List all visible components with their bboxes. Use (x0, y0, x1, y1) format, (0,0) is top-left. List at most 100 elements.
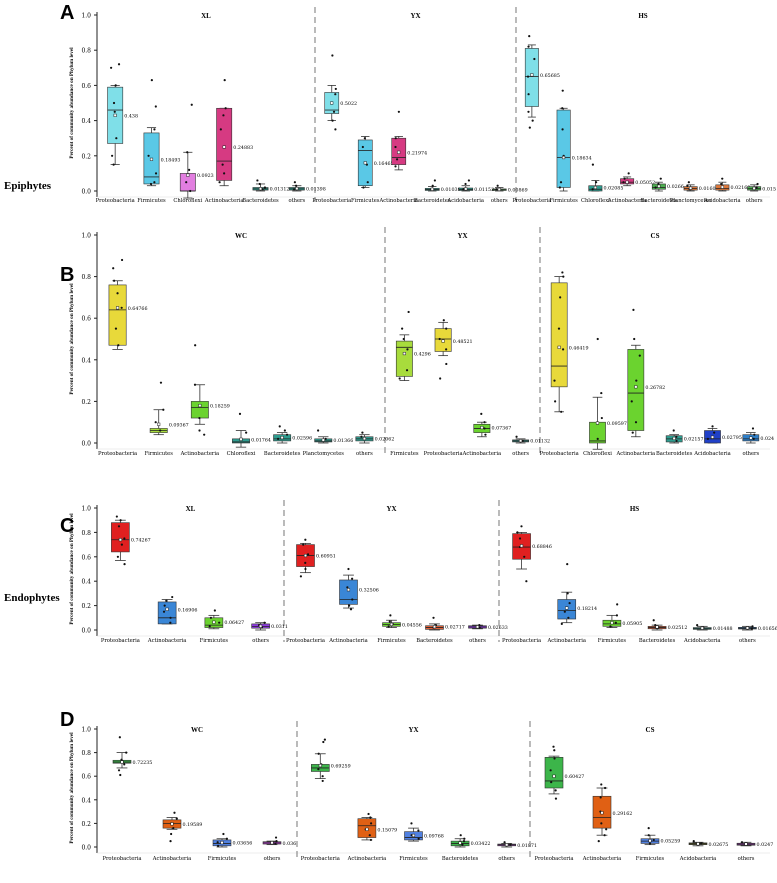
pb-ylabel: Percent of community abundance on Phylum… (69, 283, 75, 395)
pb-cs-proteobacteria-point-5 (553, 379, 556, 382)
pd-cs-acidobacteria-mean-label: 0.02675 (709, 842, 729, 848)
pc-yx-proteobacteria-point-0 (304, 538, 307, 541)
pd-cs-others-mean-marker (744, 842, 748, 846)
pa-xl-others-category-label: others (288, 198, 305, 204)
pa-hs-chloroflexi-mean-label: 0.02085 (604, 185, 624, 191)
pd-ytick-label-1: 0.2 (81, 821, 91, 828)
pa-ylabel: Percent of community abundance on Phylum… (69, 47, 75, 159)
pc-xl-firmicutes-mean-marker (212, 620, 216, 624)
pa-hs-planctomycetes-mean-marker (689, 186, 693, 190)
pc-hs-proteobacteria-mean-label: 0.68846 (532, 544, 552, 550)
pc-hs-bacteroidetes-mean-label: 0.02512 (668, 625, 688, 631)
pd-yx-actinobacteria-point-4 (368, 834, 371, 837)
pc-hs-actinobacteria-point-0 (566, 563, 569, 566)
pb-yx-proteobacteria-mean-marker (441, 339, 445, 343)
pb-wc-proteobacteria-mean-marker (116, 306, 120, 310)
pb-wc-actinobacteria-point-4 (198, 429, 201, 432)
pd-wc-firmicutes-mean-label: 0.03656 (233, 841, 253, 847)
pb-wc-chloroflexi-mean-marker (239, 437, 243, 441)
pa-group-title-hs: HS (638, 12, 647, 20)
pa-group-title-yx: YX (410, 12, 420, 20)
pd-cs-firmicutes-mean-marker (648, 839, 652, 843)
endophytes-label: Endophytes (4, 592, 60, 604)
pb-wc-firmicutes-mean-marker (157, 422, 161, 426)
pc-xl-actinobacteria-point-4 (169, 616, 172, 619)
pc-hs-acidobacteria-mean-label: 0.01488 (713, 626, 733, 632)
pb-group-title-wc: WC (235, 232, 247, 240)
pc-hs-others-category-label: others (739, 638, 756, 644)
pb-cs-proteobacteria-mean-marker (557, 345, 561, 349)
pb-cs-bacteroidetes-category-label: Bacteroidetes (656, 451, 693, 457)
pb-wc-actinobacteria-point-1 (193, 383, 197, 386)
pd-wc-firmicutes-category-label: Firmicutes (208, 856, 237, 862)
pa-hs-chloroflexi-category-label: Chloroflexi (581, 198, 610, 204)
pc-hs-bacteroidetes-point-0 (652, 619, 655, 622)
pb-cs-chloroflexi-point-0 (596, 337, 599, 341)
pd-wc-proteobacteria-mean-label: 0.72235 (133, 760, 153, 766)
pa-yx-actinobacteria-mean-marker (397, 150, 401, 154)
pc-hs-proteobacteria-point-1 (516, 531, 519, 534)
pb-wc-proteobacteria-point-5 (114, 327, 118, 330)
pa-hs-proteobacteria-point-0 (528, 35, 531, 38)
pc-ytick-label-3: 0.6 (81, 554, 91, 561)
pc-xl-proteobacteria-point-3 (123, 537, 126, 540)
pa-yx-others-point-1 (495, 188, 498, 191)
pa-yx-bacteroidetes-point-0 (433, 179, 436, 182)
pc-yx-proteobacteria-point-3 (304, 561, 307, 565)
pc-ytick-label-0: 0.0 (81, 628, 91, 635)
pb-wc-firmicutes-point-3 (159, 429, 162, 432)
pb-cs-actinobacteria-point-6 (631, 431, 634, 434)
pb-wc-proteobacteria-mean-label: 0.64766 (128, 306, 148, 312)
pb-wc-chloroflexi-point-0 (238, 412, 242, 415)
pa-hs-chloroflexi-point-0 (591, 163, 594, 166)
pa-hs-chloroflexi-mean-marker (593, 185, 597, 190)
pd-yx-others-point-0 (503, 841, 506, 844)
pc-yx-others-mean-label: 0.02633 (488, 625, 508, 631)
pc-xl-others-category-label: others (252, 638, 269, 644)
pb-wc-chloroflexi-point-1 (245, 431, 248, 434)
panel-letter-b: B (60, 264, 75, 286)
pc-hs-proteobacteria-point-0 (520, 525, 523, 528)
pa-xl-bacteroidetes-mean-marker (258, 187, 263, 191)
epiphytes-label: Epiphytes (4, 180, 52, 192)
pc-xl-actinobacteria-mean-label: 0.16906 (178, 607, 198, 613)
pa-xl-actinobacteria-point-1 (224, 107, 227, 110)
pc-hs-firmicutes-point-2 (614, 621, 617, 624)
pb-wc-bacteroidetes-point-2 (285, 433, 289, 436)
pa-hs-firmicutes-point-1 (561, 107, 564, 110)
pc-hs-firmicutes-category-label: Firmicutes (598, 638, 627, 644)
pa-xl-proteobacteria-point-4 (113, 110, 116, 113)
pb-wc-bacteroidetes-point-1 (283, 429, 286, 432)
pb-cs-actinobacteria-point-2 (638, 354, 641, 357)
pb-wc-proteobacteria-point-3 (116, 292, 119, 295)
pd-yx-others-point-1 (509, 843, 512, 846)
pb-wc-bacteroidetes-point-3 (276, 437, 280, 440)
pc-group-title-yx: YX (386, 505, 396, 513)
pa-hs-planctomycetes-point-0 (687, 181, 690, 184)
pa-hs-others-point-1 (755, 186, 758, 189)
pd-cs-firmicutes-mean-label: 0.05259 (661, 839, 681, 845)
pa-xl-actinobacteria-mean-marker (222, 145, 226, 149)
pc-xl-firmicutes-point-2 (218, 621, 221, 624)
pb-yx-others-point-0 (515, 435, 518, 438)
pa-ytick-label-1: 0.2 (81, 153, 91, 160)
pd-cs-proteobacteria-box (544, 757, 564, 789)
pb-wc-actinobacteria-point-5 (203, 433, 206, 436)
pb-cs-proteobacteria-point-2 (559, 296, 562, 299)
pb-wc-proteobacteria-point-6 (117, 344, 120, 347)
pc-xl-actinobacteria-point-3 (162, 610, 166, 613)
pa-xl-others-mean-marker (295, 186, 299, 191)
pb-yx-actinobacteria-category-label: Actinobacteria (462, 451, 502, 457)
pb-yx-actinobacteria-point-1 (483, 421, 486, 424)
pd-wc-proteobacteria-mean-marker (120, 760, 124, 764)
pa-hs-actinobacteria-mean-label: 0.05052 (635, 180, 655, 186)
pb-yx-firmicutes-box (395, 340, 413, 377)
pd-ytick-label-5: 1.0 (81, 727, 91, 734)
pc-hs-firmicutes-mean-marker (610, 621, 614, 625)
pa-hs-proteobacteria-point-7 (528, 126, 531, 129)
pa-xl-others-mean-label: 0.01398 (306, 187, 326, 193)
pd-wc-others-point-0 (274, 836, 278, 839)
pa-yx-actinobacteria-point-1 (394, 137, 397, 140)
pd-yx-proteobacteria-point-0 (323, 738, 326, 741)
pb-wc-planctomycetes-point-0 (317, 429, 320, 432)
